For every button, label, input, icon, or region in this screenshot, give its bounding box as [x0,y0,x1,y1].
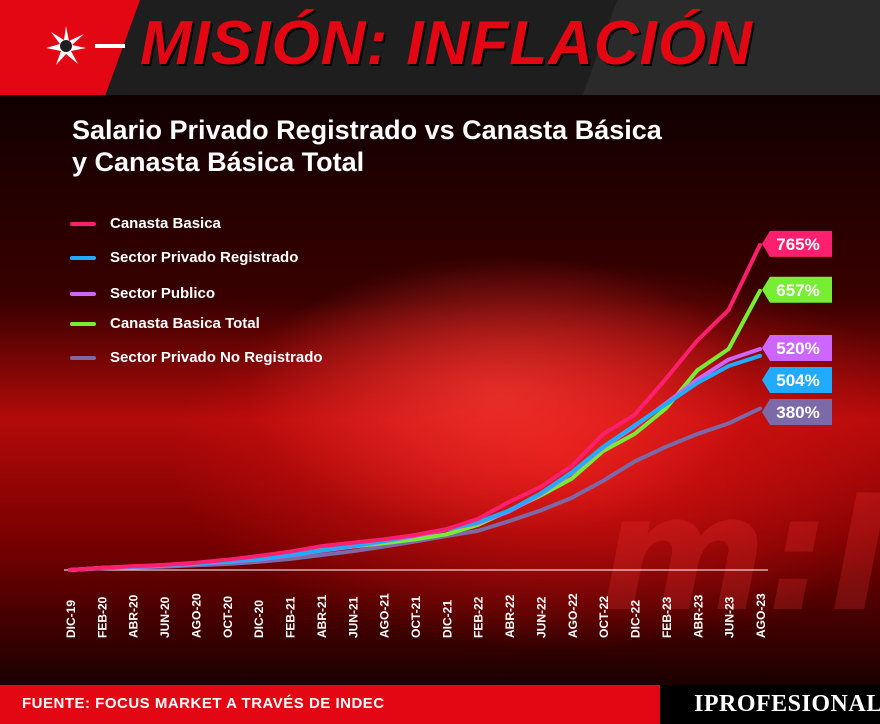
legend-swatch [70,322,96,326]
x-tick-label: DIC-20 [252,600,266,638]
starburst-icon [44,24,88,68]
legend-label: Canasta Basica Total [110,315,260,332]
x-tick-label: AGO-23 [754,593,768,638]
x-tick-label: DIC-19 [64,600,78,638]
end-value-text: 657% [776,281,819,300]
chart-title: Salario Privado Registrado vs Canasta Bá… [72,115,662,177]
x-tick-label: OCT-22 [597,596,611,638]
x-tick-label: FEB-21 [284,596,298,638]
legend-item: Canasta Basica Total [70,312,370,336]
end-value-label: 657% [762,276,832,303]
x-tick-label: ABR-20 [127,594,141,638]
x-tick-label: DIC-22 [629,600,643,638]
x-tick-label: ABR-21 [315,594,329,638]
brand-watermark: m:I [600,460,880,647]
header-banner: MISIÓN: INFLACIÓN [0,0,880,95]
end-value-label: 520% [762,335,832,361]
footer-source-bar [0,685,660,724]
series-line [68,242,762,572]
legend-swatch [70,256,96,260]
end-value-tag [762,276,832,303]
legend-label: Sector Privado Registrado [110,249,299,266]
legend-label: Canasta Basica [110,215,221,232]
end-value-label: 504% [762,367,832,393]
end-value-label: 765% [762,230,832,257]
x-tick-label: JUN-22 [534,596,548,638]
legend-swatch [70,356,96,360]
series-line [68,288,762,572]
legend-item: Sector Privado Registrado [70,246,370,270]
legend-item: Canasta Basica [70,212,370,236]
end-value-text: 765% [776,235,819,254]
end-value-label: 380% [762,399,832,425]
x-tick-label: AGO-22 [566,593,580,638]
x-tick-label: JUN-20 [158,596,172,638]
x-tick-label: ABR-23 [691,594,705,638]
x-tick-label: FEB-20 [95,596,109,638]
x-tick-label: OCT-20 [221,596,235,638]
chart-background [0,95,880,685]
legend-label: Sector Privado No Registrado [110,349,323,366]
header-dash [95,44,125,48]
x-tick-label: DIC-21 [440,600,454,638]
x-tick-label: FEB-23 [660,596,674,638]
end-value-text: 520% [776,339,819,358]
x-tick-label: JUN-23 [723,596,737,638]
x-tick-label: AGO-20 [189,593,203,638]
legend-swatch [70,222,96,226]
header-title: MISIÓN: INFLACIÓN [140,9,753,78]
end-value-text: 380% [776,403,819,422]
legend-label: Sector Publico [110,285,216,302]
legend-item: Sector Privado No Registrado [70,346,370,370]
footer-bar: FUENTE: FOCUS MARKET A TRAVÉS DE INDEC I… [0,685,880,724]
x-tick-label: AGO-21 [378,593,392,638]
x-tick-label: OCT-21 [409,596,423,638]
end-value-tag [762,399,832,425]
end-value-tag [762,335,832,361]
legend-item: Sector Publico [70,282,370,306]
x-tick-label: JUN-21 [346,596,360,638]
source-note: FUENTE: FOCUS MARKET A TRAVÉS DE INDEC [22,695,385,712]
end-value-tag [762,367,832,393]
x-tick-label: ABR-22 [503,594,517,638]
end-value-text: 504% [776,371,819,390]
x-tick-label: FEB-22 [472,596,486,638]
brand-logo: IPROFESIONAL [694,691,880,717]
end-value-tag [762,230,832,257]
series-line [68,406,762,572]
legend-swatch [70,292,96,296]
